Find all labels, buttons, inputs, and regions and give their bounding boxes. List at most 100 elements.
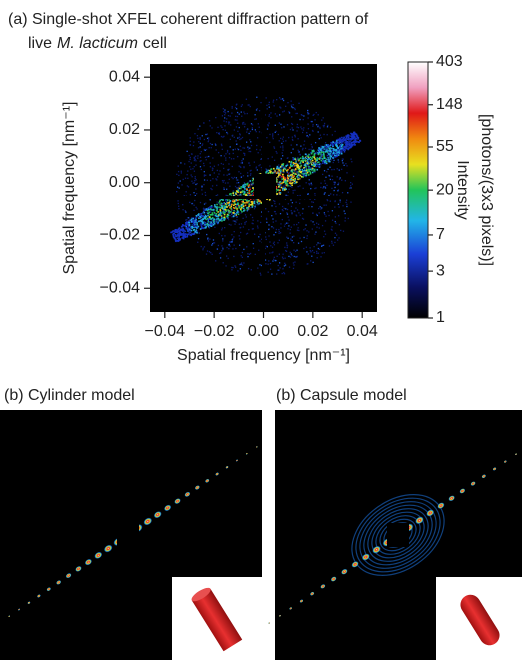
speckle xyxy=(241,116,242,117)
speckle xyxy=(231,177,232,178)
speckle xyxy=(218,245,219,246)
speckle xyxy=(221,136,222,137)
speckle xyxy=(274,171,276,173)
speckle xyxy=(296,224,297,225)
speckle xyxy=(299,163,300,164)
speckle xyxy=(190,141,191,142)
speckle xyxy=(192,219,193,220)
speckle xyxy=(202,212,203,213)
speckle xyxy=(322,174,323,175)
speckle xyxy=(299,166,301,168)
speckle xyxy=(195,217,197,219)
speckle xyxy=(341,145,343,147)
speckle xyxy=(191,230,193,232)
speckle xyxy=(200,166,201,167)
speckle xyxy=(299,169,301,171)
speckle xyxy=(334,169,335,170)
speckle xyxy=(350,135,352,137)
speckle xyxy=(338,143,339,144)
speckle xyxy=(219,134,220,135)
speckle xyxy=(225,210,227,212)
speckle xyxy=(224,207,226,209)
speckle xyxy=(345,147,347,149)
speckle xyxy=(268,264,269,265)
speckle xyxy=(232,135,233,136)
speckle xyxy=(338,151,340,153)
speckle xyxy=(293,179,295,181)
speckle xyxy=(320,183,321,184)
speckle xyxy=(336,149,338,151)
speckle xyxy=(232,166,233,167)
speckle xyxy=(272,247,273,248)
speckle xyxy=(233,153,234,154)
speckle xyxy=(312,156,314,158)
speckle xyxy=(330,193,331,194)
speckle xyxy=(212,170,213,171)
speckle xyxy=(291,116,292,117)
speckle xyxy=(194,171,195,172)
speckle xyxy=(302,156,304,158)
speckle xyxy=(315,231,316,232)
speckle xyxy=(237,137,238,138)
speckle xyxy=(212,206,213,207)
speckle xyxy=(342,144,344,146)
speckle xyxy=(257,108,258,109)
speckle xyxy=(202,193,203,194)
speckle xyxy=(242,201,244,203)
speckle xyxy=(252,127,253,128)
speckle xyxy=(231,112,232,113)
speckle xyxy=(223,262,224,263)
speckle xyxy=(201,215,203,217)
speckle xyxy=(302,172,303,173)
speckle xyxy=(312,126,313,127)
speckle xyxy=(242,203,244,205)
speckle xyxy=(346,172,347,173)
speckle xyxy=(223,168,224,169)
speckle xyxy=(289,161,291,163)
speckle xyxy=(283,186,284,187)
speckle xyxy=(308,167,310,169)
speckle xyxy=(279,176,280,177)
speckle xyxy=(280,213,281,214)
speckle xyxy=(228,248,229,249)
speckle xyxy=(314,119,315,120)
speckle xyxy=(255,207,256,208)
speckle xyxy=(287,158,288,159)
speckle xyxy=(294,190,295,191)
speckle xyxy=(226,121,227,122)
speckle xyxy=(279,240,280,241)
speckle xyxy=(210,214,212,216)
speckle xyxy=(329,158,331,160)
beam-stop xyxy=(387,523,409,547)
speckle xyxy=(324,123,325,124)
speckle xyxy=(296,250,297,251)
speckle xyxy=(338,161,339,162)
speckle xyxy=(333,190,334,191)
speckle xyxy=(324,157,326,159)
colorbar-tick-label: 7 xyxy=(436,226,445,243)
speckle xyxy=(278,194,279,195)
speckle xyxy=(292,140,293,141)
speckle xyxy=(227,175,228,176)
speckle xyxy=(282,206,283,207)
speckle xyxy=(310,251,311,252)
speckle xyxy=(286,170,288,172)
speckle xyxy=(278,164,279,165)
speckle xyxy=(232,107,233,108)
speckle xyxy=(311,144,312,145)
speckle xyxy=(214,227,215,228)
speckle xyxy=(310,260,311,261)
speckle xyxy=(206,253,207,254)
speckle xyxy=(330,179,331,180)
speckle xyxy=(240,268,241,269)
speckle xyxy=(266,239,267,240)
speckle xyxy=(209,120,210,121)
speckle xyxy=(234,223,235,224)
speckle xyxy=(230,224,231,225)
title-cell: cell xyxy=(143,35,167,52)
speckle xyxy=(204,218,206,220)
speckle xyxy=(350,139,352,141)
speckle xyxy=(244,222,245,223)
speckle xyxy=(352,133,354,135)
speckle xyxy=(304,159,306,161)
